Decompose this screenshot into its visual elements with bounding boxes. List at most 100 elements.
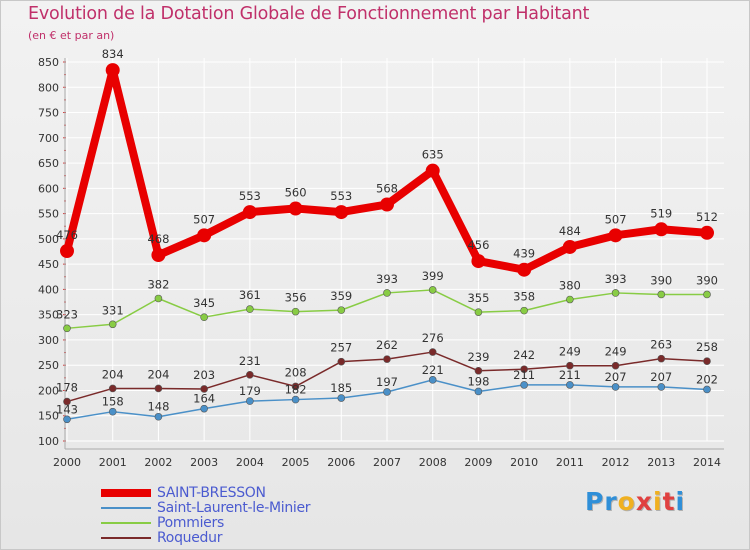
legend-swatch <box>101 537 151 539</box>
data-point <box>474 366 483 375</box>
data-label: 355 <box>467 291 489 305</box>
data-label: 390 <box>696 273 718 287</box>
data-point <box>154 294 163 303</box>
x-tick-label: 2002 <box>144 456 172 469</box>
y-tick-label: 100 <box>38 435 59 448</box>
data-point <box>520 306 528 315</box>
data-point <box>703 357 711 365</box>
data-point <box>108 407 117 416</box>
data-point <box>657 354 666 363</box>
data-point <box>383 388 391 396</box>
y-tick-label: 500 <box>38 233 59 246</box>
data-label: 484 <box>559 224 581 238</box>
data-point <box>611 361 620 370</box>
data-point <box>383 355 391 363</box>
data-point <box>200 404 208 413</box>
x-tick-label: 2013 <box>647 456 675 469</box>
data-label: 198 <box>467 374 489 388</box>
legend-swatch <box>101 522 151 524</box>
data-point <box>337 394 346 402</box>
data-point <box>566 361 574 370</box>
data-point <box>60 243 74 258</box>
data-label: 164 <box>193 392 215 406</box>
proxiti-logo: Proxiti <box>585 487 685 516</box>
data-label: 211 <box>513 368 535 382</box>
data-point <box>246 305 254 313</box>
x-tick-label: 2007 <box>373 456 401 469</box>
data-point <box>154 412 163 421</box>
y-tick-label: 450 <box>38 258 59 271</box>
data-label: 439 <box>513 247 535 261</box>
data-label: 143 <box>56 402 78 416</box>
data-label: 242 <box>513 348 535 362</box>
data-label: 399 <box>422 269 444 283</box>
data-label: 204 <box>147 367 169 381</box>
data-label: 197 <box>376 375 398 389</box>
data-point <box>611 289 620 297</box>
x-tick-label: 2000 <box>53 456 81 469</box>
data-point <box>291 395 300 404</box>
data-point <box>200 385 208 393</box>
data-point <box>380 197 394 212</box>
logo-letter: i <box>675 487 686 516</box>
x-tick-label: 2003 <box>190 456 218 469</box>
data-point <box>288 201 303 216</box>
logo-letter: r <box>604 487 618 516</box>
data-point <box>246 371 254 379</box>
data-label: 507 <box>605 212 627 226</box>
x-tick-label: 2008 <box>419 456 447 469</box>
data-point <box>108 320 117 329</box>
data-label: 507 <box>193 212 215 226</box>
data-label: 148 <box>147 400 169 414</box>
legend-label: SAINT-BRESSON <box>157 485 266 501</box>
chart-title: Evolution de la Dotation Globale de Fonc… <box>28 4 590 24</box>
y-tick-label: 750 <box>38 107 59 120</box>
data-label: 203 <box>193 368 215 382</box>
logo-letter: i <box>653 487 663 516</box>
data-point <box>425 163 440 178</box>
data-point <box>242 205 257 220</box>
data-point <box>700 225 714 240</box>
data-point <box>63 397 71 406</box>
x-tick-label: 2010 <box>510 456 538 469</box>
data-label: 179 <box>239 384 261 398</box>
data-label: 456 <box>467 238 489 252</box>
data-point <box>105 63 120 78</box>
legend-swatch <box>101 489 151 497</box>
data-label: 231 <box>239 354 261 368</box>
data-point <box>611 383 620 391</box>
y-tick-label: 300 <box>38 334 59 347</box>
y-tick-label: 350 <box>38 309 59 322</box>
data-label: 393 <box>605 272 627 286</box>
y-tick-label: 150 <box>38 410 59 423</box>
data-label: 359 <box>330 289 352 303</box>
data-label: 158 <box>102 395 124 409</box>
data-label: 468 <box>147 232 169 246</box>
data-point <box>562 239 577 254</box>
data-label: 380 <box>559 279 581 293</box>
data-label: 185 <box>330 381 352 395</box>
data-label: 390 <box>650 273 672 287</box>
y-tick-label: 250 <box>38 359 59 372</box>
data-label: 356 <box>285 291 307 305</box>
data-label: 834 <box>102 47 124 61</box>
x-tick-label: 2004 <box>236 456 264 469</box>
data-label: 358 <box>513 290 535 304</box>
data-label: 553 <box>239 189 261 203</box>
y-tick-label: 600 <box>38 182 59 195</box>
data-label: 476 <box>56 228 78 242</box>
x-tick-label: 2006 <box>327 456 355 469</box>
data-label: 262 <box>376 338 398 352</box>
data-point <box>428 348 437 356</box>
data-point <box>428 286 437 294</box>
data-label: 178 <box>56 381 78 395</box>
data-point <box>428 376 437 384</box>
data-point <box>383 289 391 297</box>
x-tick-label: 2005 <box>282 456 310 469</box>
data-point <box>337 306 346 314</box>
data-label: 393 <box>376 272 398 286</box>
data-point <box>517 262 532 277</box>
data-label: 239 <box>467 350 489 364</box>
data-point <box>703 290 711 299</box>
